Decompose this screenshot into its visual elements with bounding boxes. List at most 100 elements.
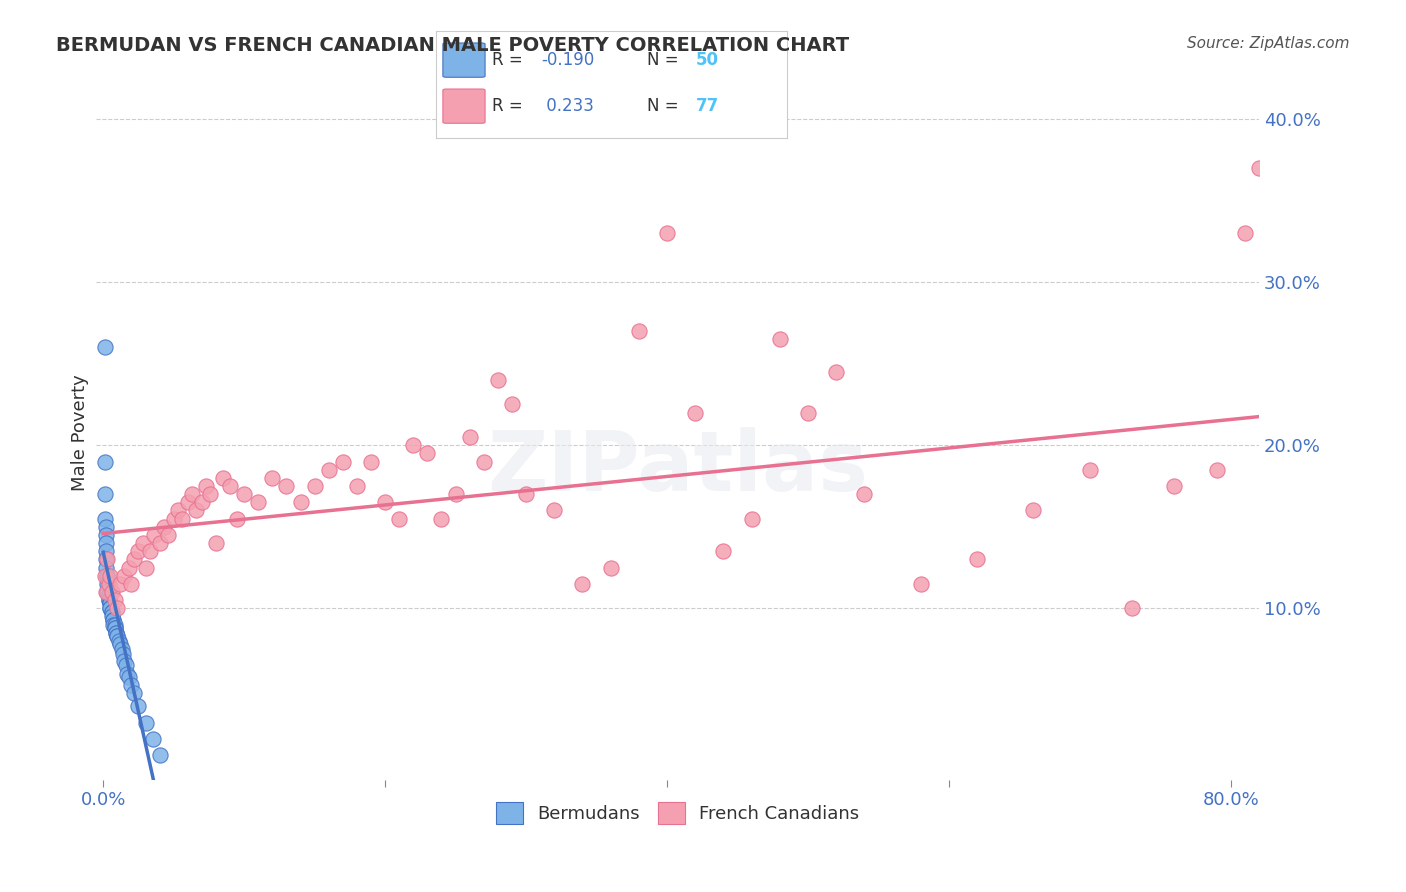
Point xyxy=(501,397,523,411)
Text: BERMUDAN VS FRENCH CANADIAN MALE POVERTY CORRELATION CHART: BERMUDAN VS FRENCH CANADIAN MALE POVERTY… xyxy=(56,36,849,54)
Point xyxy=(94,585,117,599)
Text: N =: N = xyxy=(647,97,683,115)
Point xyxy=(1121,601,1143,615)
Point xyxy=(93,511,115,525)
Point xyxy=(163,511,186,525)
Point xyxy=(105,629,128,643)
Point xyxy=(416,446,439,460)
Point xyxy=(101,613,124,627)
Text: R =: R = xyxy=(492,51,529,69)
Point xyxy=(94,528,117,542)
Point xyxy=(117,670,139,684)
FancyBboxPatch shape xyxy=(443,89,485,123)
Point xyxy=(402,438,425,452)
Point xyxy=(143,528,166,542)
Point xyxy=(105,601,128,615)
Text: 77: 77 xyxy=(696,97,720,115)
Point xyxy=(1078,463,1101,477)
Point xyxy=(683,406,706,420)
Point xyxy=(131,536,153,550)
Point xyxy=(114,658,136,673)
Point xyxy=(101,613,124,627)
Point xyxy=(139,544,162,558)
Point xyxy=(103,617,125,632)
Point xyxy=(105,629,128,643)
Point xyxy=(100,609,122,624)
Point xyxy=(122,686,145,700)
Point xyxy=(825,365,848,379)
Point xyxy=(543,503,565,517)
Point xyxy=(103,621,125,635)
Point xyxy=(103,593,125,607)
Point xyxy=(276,479,298,493)
Point xyxy=(112,568,135,582)
Point xyxy=(177,495,200,509)
Point xyxy=(96,577,118,591)
Point xyxy=(96,585,118,599)
Point xyxy=(97,588,120,602)
Point xyxy=(112,654,135,668)
Point xyxy=(103,621,125,635)
Point xyxy=(571,577,593,591)
Point xyxy=(627,324,650,338)
Point xyxy=(486,373,509,387)
Point xyxy=(599,560,621,574)
Point xyxy=(120,678,142,692)
Point xyxy=(966,552,988,566)
Point xyxy=(472,454,495,468)
Point xyxy=(191,495,214,509)
Point xyxy=(110,642,132,657)
Point xyxy=(233,487,256,501)
Point xyxy=(98,601,121,615)
Point xyxy=(100,605,122,619)
Point xyxy=(219,479,242,493)
Point xyxy=(186,503,208,517)
Point xyxy=(1163,479,1185,493)
Point xyxy=(1247,161,1270,175)
Point xyxy=(167,503,190,517)
Point xyxy=(157,528,180,542)
Point xyxy=(101,617,124,632)
Point xyxy=(172,511,194,525)
Point xyxy=(910,577,932,591)
Point xyxy=(853,487,876,501)
Point xyxy=(711,544,734,558)
FancyBboxPatch shape xyxy=(443,43,485,78)
Point xyxy=(142,731,165,746)
Point xyxy=(226,511,249,525)
Point xyxy=(195,479,218,493)
Point xyxy=(304,479,326,493)
Point xyxy=(93,487,115,501)
Point xyxy=(93,454,115,468)
Point xyxy=(107,634,129,648)
Point xyxy=(100,605,122,619)
Point xyxy=(117,560,139,574)
Point xyxy=(290,495,312,509)
Point xyxy=(346,479,368,493)
Point xyxy=(1205,463,1227,477)
Point xyxy=(97,577,120,591)
Point xyxy=(104,625,127,640)
Point xyxy=(94,544,117,558)
Point xyxy=(149,748,172,763)
Point xyxy=(127,699,149,714)
Point xyxy=(120,577,142,591)
Point xyxy=(374,495,396,509)
Point xyxy=(388,511,411,525)
Point xyxy=(111,647,134,661)
Point xyxy=(797,406,820,420)
Text: R =: R = xyxy=(492,97,529,115)
Point xyxy=(318,463,340,477)
Point xyxy=(98,597,121,611)
Point xyxy=(205,536,228,550)
Text: N =: N = xyxy=(647,51,683,69)
Point xyxy=(97,588,120,602)
Point xyxy=(134,560,156,574)
Point xyxy=(332,454,354,468)
Point xyxy=(127,544,149,558)
Text: -0.190: -0.190 xyxy=(541,51,595,69)
Point xyxy=(108,577,131,591)
Point xyxy=(430,511,453,525)
Point xyxy=(108,637,131,651)
Point xyxy=(97,593,120,607)
